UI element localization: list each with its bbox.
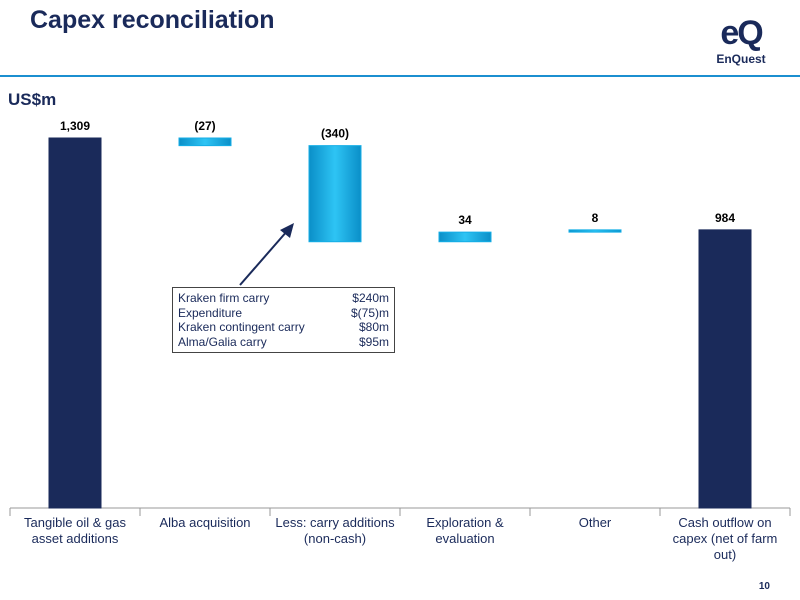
- annotation-value: $95m: [358, 334, 389, 349]
- annotation-value: $(75)m: [350, 305, 389, 320]
- value-label: 34: [458, 213, 472, 227]
- x-tick-label: Alba acquisition: [159, 515, 251, 530]
- x-tick-label: Exploration & evaluation: [426, 515, 504, 546]
- annotation-value: $240m: [352, 291, 389, 305]
- arrow-head: [280, 223, 294, 238]
- bar: [48, 137, 102, 509]
- annotation-row: Kraken contingent carry $80m: [178, 320, 389, 335]
- value-label: 984: [715, 211, 735, 225]
- x-tick-label: Cash outflow on capex (net of farm out): [672, 515, 778, 562]
- bar: [438, 231, 492, 243]
- bar: [568, 229, 622, 233]
- annotation-text: Expenditure: [178, 305, 243, 320]
- header-rule: [0, 75, 800, 77]
- annotation-value: $80m: [358, 320, 389, 334]
- bar: [698, 229, 752, 509]
- annotation-row: Expenditure $(75)m: [178, 306, 389, 321]
- annotation-row: Kraken firm carry $240m: [178, 291, 389, 306]
- title: Capex reconciliation: [30, 6, 275, 34]
- annotation-row: Alma/Galia carry $95m: [178, 335, 389, 350]
- annotation-box: Kraken firm carry $240m Expenditure $(75)m K…: [172, 287, 395, 353]
- unit-label: US$m: [8, 90, 57, 109]
- x-tick-label: Other: [578, 515, 612, 530]
- annotation-text: Alma/Galia carry: [178, 334, 267, 349]
- page-number: 10: [758, 581, 770, 592]
- x-tick-label: Tangible oil & gas asset additions: [24, 515, 126, 546]
- value-label: (27): [194, 119, 215, 133]
- logo: eQ EnQuest: [706, 14, 776, 66]
- value-label: 1,309: [60, 119, 90, 133]
- bar: [308, 145, 362, 243]
- bar: [178, 137, 232, 147]
- logo-mark: eQ: [720, 14, 763, 52]
- logo-word: EnQuest: [716, 52, 766, 66]
- value-label: 8: [592, 211, 599, 225]
- value-label: (340): [321, 127, 349, 141]
- annotation-text: Kraken firm carry: [178, 291, 270, 305]
- annotation-text: Kraken contingent carry: [178, 320, 305, 334]
- arrow: [239, 229, 289, 286]
- x-tick-label: Less: carry additions (non-cash): [275, 515, 395, 546]
